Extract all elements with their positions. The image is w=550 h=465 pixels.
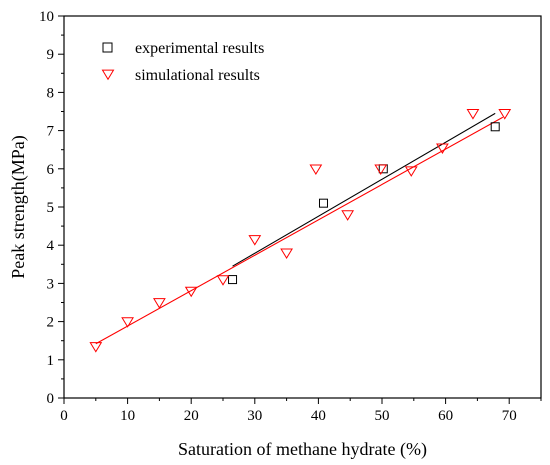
y-tick-label: 6	[47, 162, 55, 178]
fit-line-simulational	[95, 116, 504, 345]
simulational-point	[280, 248, 293, 260]
simulational-point	[216, 275, 230, 286]
simulational-point	[498, 109, 512, 120]
y-tick-label: 0	[47, 391, 55, 407]
y-tick-label: 4	[47, 238, 55, 254]
fit-lines	[95, 112, 504, 345]
data-points	[89, 109, 512, 353]
legend-label-experimental: experimental results	[135, 40, 264, 57]
simulational-point	[153, 298, 166, 309]
y-tick-label: 1	[47, 353, 55, 369]
simulational-point	[341, 210, 355, 221]
y-tick-label: 3	[47, 276, 55, 292]
x-tick-label: 60	[438, 408, 453, 424]
simulational-point	[89, 342, 103, 353]
simulational-point	[404, 166, 418, 177]
simulational-point	[121, 317, 134, 328]
x-tick-label: 30	[247, 408, 262, 424]
x-axis-title: Saturation of methane hydrate (%)	[178, 439, 427, 460]
experimental-point	[318, 198, 328, 208]
simulational-point	[466, 109, 480, 120]
experimental-point	[490, 122, 500, 132]
x-tick-label: 50	[375, 408, 390, 424]
simulational-point	[436, 143, 449, 154]
x-tick-label: 40	[311, 408, 326, 424]
legend-marker-experimental	[102, 42, 113, 53]
x-tick-label: 70	[502, 408, 517, 424]
y-tick-label: 10	[39, 9, 54, 25]
legend: experimental results simulational result…	[101, 40, 264, 84]
y-axis-title: Peak strength(MPa)	[8, 135, 29, 278]
fit-line-experimental	[232, 112, 496, 267]
experimental-point	[228, 275, 238, 285]
x-tick-label: 0	[60, 408, 68, 424]
y-tick-label: 5	[47, 200, 55, 216]
simulational-point	[374, 164, 388, 175]
y-tick-label: 8	[47, 85, 55, 101]
y-axis: 0 1 2 3 4 5 6 7 8 9 10	[39, 9, 64, 407]
y-tick-label: 2	[47, 315, 55, 331]
x-tick-label: 10	[120, 408, 135, 424]
simulational-point	[309, 164, 323, 175]
y-tick-label: 7	[47, 124, 55, 140]
simulational-point	[184, 286, 198, 298]
y-tick-label: 9	[47, 47, 55, 63]
simulational-point	[248, 235, 262, 246]
legend-label-simulational: simulational results	[135, 67, 260, 84]
x-tick-label: 20	[184, 408, 199, 424]
x-axis: 0 10 20 30 40 50 60 70	[60, 398, 542, 424]
legend-marker-simulational	[101, 69, 115, 81]
